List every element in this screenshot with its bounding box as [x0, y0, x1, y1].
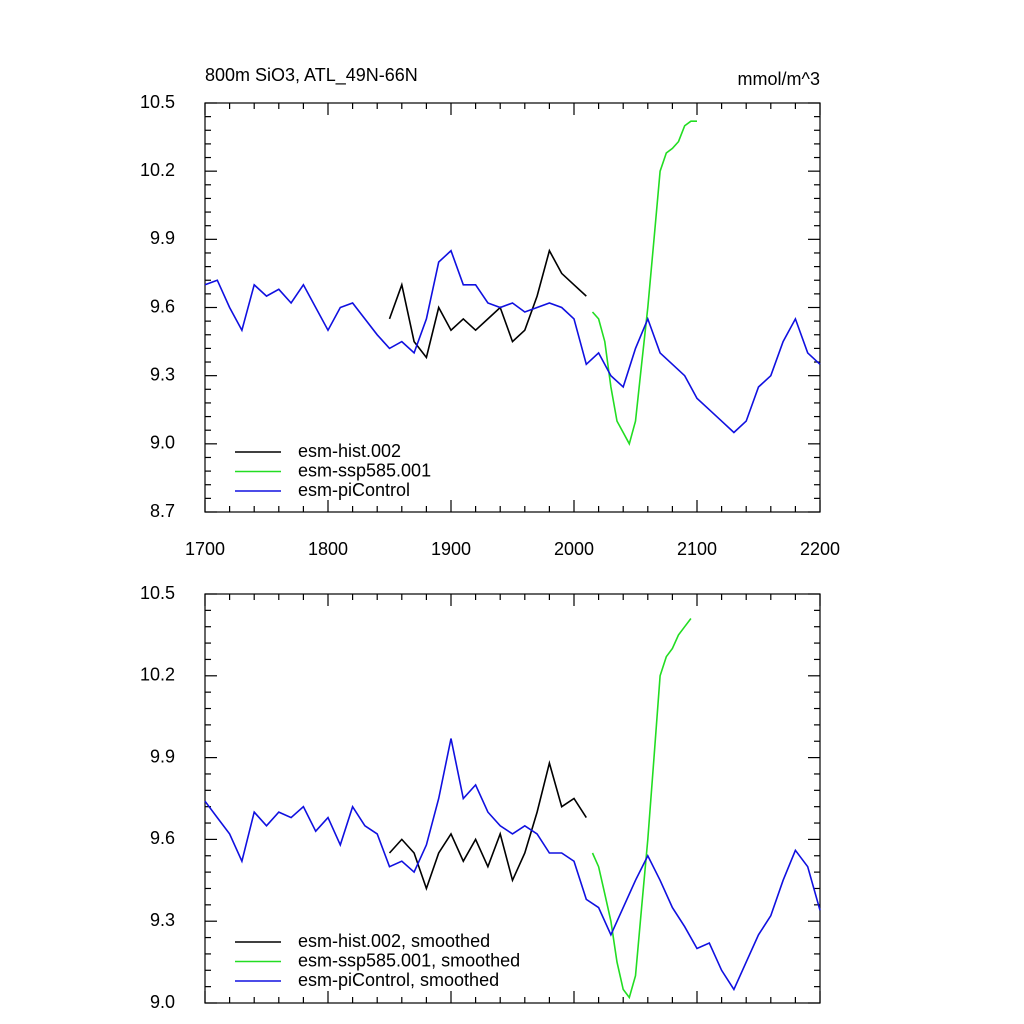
- units-label: mmol/m^3: [738, 69, 820, 89]
- y-tick-label: 10.2: [140, 665, 175, 685]
- legend-label: esm-hist.002, smoothed: [298, 931, 490, 951]
- y-tick-label: 9.9: [150, 228, 175, 248]
- legend-label: esm-ssp585.001: [298, 460, 431, 480]
- y-tick-label: 9.6: [150, 828, 175, 848]
- y-tick-label: 9.6: [150, 296, 175, 316]
- legend-label: esm-piControl, smoothed: [298, 970, 499, 990]
- series-line: [388, 759, 587, 891]
- x-tick-label: 2200: [800, 539, 840, 559]
- series-line: [204, 249, 821, 434]
- series-line: [591, 618, 692, 1000]
- y-tick-label: 9.3: [150, 910, 175, 930]
- series-line: [388, 248, 587, 360]
- chart-title: 800m SiO3, ATL_49N-66N: [205, 65, 418, 86]
- y-tick-label: 9.0: [150, 992, 175, 1012]
- y-tick-label: 10.5: [140, 583, 175, 603]
- x-tick-label: 2000: [554, 539, 594, 559]
- series-line: [591, 120, 697, 446]
- series-line: [204, 738, 821, 992]
- legend-label: esm-hist.002: [298, 441, 401, 461]
- y-tick-label: 8.7: [150, 501, 175, 521]
- x-tick-label: 1900: [431, 539, 471, 559]
- y-tick-label: 10.2: [140, 160, 175, 180]
- y-tick-label: 9.0: [150, 433, 175, 453]
- legend-label: esm-piControl: [298, 480, 410, 500]
- x-tick-label: 2100: [677, 539, 717, 559]
- y-tick-label: 9.3: [150, 364, 175, 384]
- plot-frame: [204, 593, 821, 1004]
- legend-label: esm-ssp585.001, smoothed: [298, 950, 520, 970]
- x-tick-label: 1800: [308, 539, 348, 559]
- y-tick-label: 10.5: [140, 92, 175, 112]
- y-tick-label: 9.9: [150, 746, 175, 766]
- x-tick-label: 1700: [185, 539, 225, 559]
